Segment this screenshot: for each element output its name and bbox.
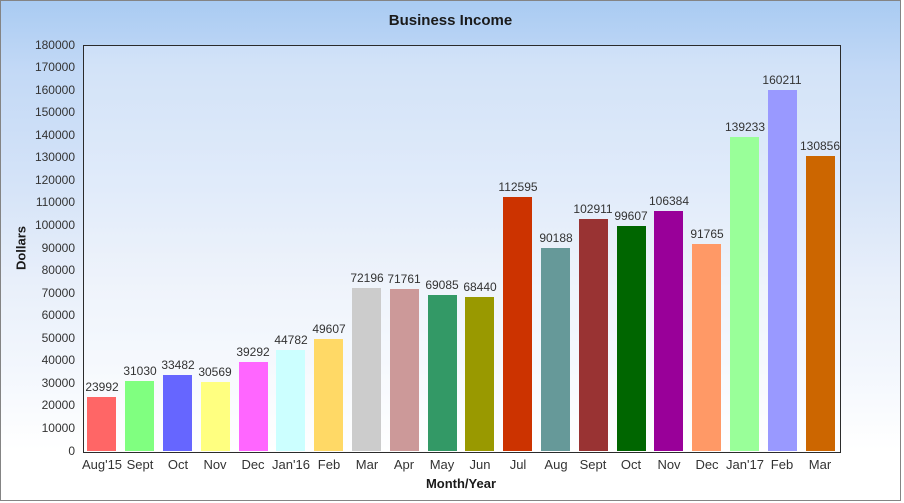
bar-value-label: 23992 <box>85 380 119 394</box>
plot-area <box>83 45 841 453</box>
y-axis-tick-label: 60000 <box>41 308 75 323</box>
bar-value-label: 71761 <box>387 272 421 286</box>
x-axis-tick-label: Jan'16 <box>272 457 310 472</box>
bar <box>428 295 457 451</box>
bar-value-label: 69085 <box>425 278 459 292</box>
bar-value-label: 112595 <box>498 180 538 194</box>
y-axis-tick-label: 130000 <box>34 150 75 165</box>
x-axis-tick-label: Mar <box>808 457 832 472</box>
bar <box>541 248 570 451</box>
x-axis-tick-label: Sept <box>579 457 607 472</box>
y-axis-tick-label: 30000 <box>41 375 75 390</box>
bar-value-label: 30569 <box>198 365 232 379</box>
bar-value-label: 90188 <box>539 231 573 245</box>
x-axis-tick-label: May <box>429 457 455 472</box>
bar-value-label: 72196 <box>350 271 384 285</box>
bar-value-label: 139233 <box>724 120 766 134</box>
bar-value-label: 99607 <box>614 209 648 223</box>
bar <box>465 297 494 451</box>
bar <box>276 350 305 451</box>
y-axis-tick-label: 40000 <box>41 353 75 368</box>
bar-value-label: 31030 <box>123 364 157 378</box>
bar-value-label: 160211 <box>762 73 802 87</box>
bar <box>692 244 721 451</box>
x-axis-tick-label: Apr <box>393 457 415 472</box>
bar-value-label: 102911 <box>573 202 613 216</box>
bar-value-label: 44782 <box>274 333 308 347</box>
bar <box>579 219 608 451</box>
x-axis-tick-label: Aug <box>544 457 568 472</box>
y-axis-title: Dollars <box>13 225 29 271</box>
bar <box>163 375 192 451</box>
bar-value-label: 49607 <box>312 322 346 336</box>
bar-value-label: 33482 <box>161 358 195 372</box>
x-axis-tick-label: Oct <box>620 457 642 472</box>
bar-value-label: 39292 <box>236 345 270 359</box>
y-axis-tick-label: 50000 <box>41 330 75 345</box>
y-axis-tick-label: 0 <box>68 443 75 458</box>
bar <box>503 197 532 451</box>
x-axis-tick-label: Oct <box>167 457 189 472</box>
y-axis-tick-label: 180000 <box>34 37 75 52</box>
x-axis-tick-label: Jul <box>509 457 527 472</box>
x-axis-title: Month/Year <box>425 476 497 491</box>
y-axis-tick-label: 110000 <box>35 195 75 210</box>
y-axis-tick-label: 10000 <box>41 420 75 435</box>
x-axis-tick-label: Feb <box>770 457 794 472</box>
chart-title: Business Income <box>388 12 513 29</box>
y-axis-tick-label: 70000 <box>41 285 75 300</box>
x-axis-tick-label: Feb <box>317 457 341 472</box>
bar <box>352 288 381 451</box>
bar <box>768 90 797 451</box>
y-axis-tick-label: 90000 <box>41 240 75 255</box>
bar <box>239 362 268 451</box>
bar-value-label: 130856 <box>799 139 841 153</box>
y-axis-tick-label: 140000 <box>34 127 75 142</box>
bar <box>125 381 154 451</box>
y-axis-tick-label: 160000 <box>34 82 75 97</box>
bar <box>730 137 759 451</box>
bar <box>654 211 683 451</box>
y-axis-tick-label: 170000 <box>34 60 75 75</box>
x-axis-tick-label: Dec <box>695 457 719 472</box>
y-axis-tick-label: 80000 <box>41 263 75 278</box>
bar-value-label: 91765 <box>690 227 724 241</box>
bar <box>806 156 835 451</box>
x-axis-tick-label: Nov <box>657 457 681 472</box>
x-axis-tick-label: Sept <box>126 457 154 472</box>
bar <box>201 382 230 451</box>
bar-value-label: 106384 <box>648 194 690 208</box>
bar <box>390 289 419 451</box>
x-axis-tick-label: Dec <box>241 457 265 472</box>
y-axis-tick-label: 120000 <box>34 172 75 187</box>
x-axis-tick-label: Jun <box>469 457 491 472</box>
x-axis-tick-label: Mar <box>355 457 379 472</box>
y-axis-tick-label: 150000 <box>34 105 75 120</box>
bar <box>87 397 116 451</box>
x-axis-tick-label: Nov <box>203 457 227 472</box>
bar-value-label: 68440 <box>463 280 497 294</box>
x-axis-tick-label: Aug'15 <box>81 457 123 472</box>
bar <box>314 339 343 451</box>
y-axis-tick-label: 100000 <box>34 217 75 232</box>
bar <box>617 226 646 451</box>
x-axis-tick-label: Jan'17 <box>726 457 764 472</box>
y-axis-tick-label: 20000 <box>41 398 75 413</box>
